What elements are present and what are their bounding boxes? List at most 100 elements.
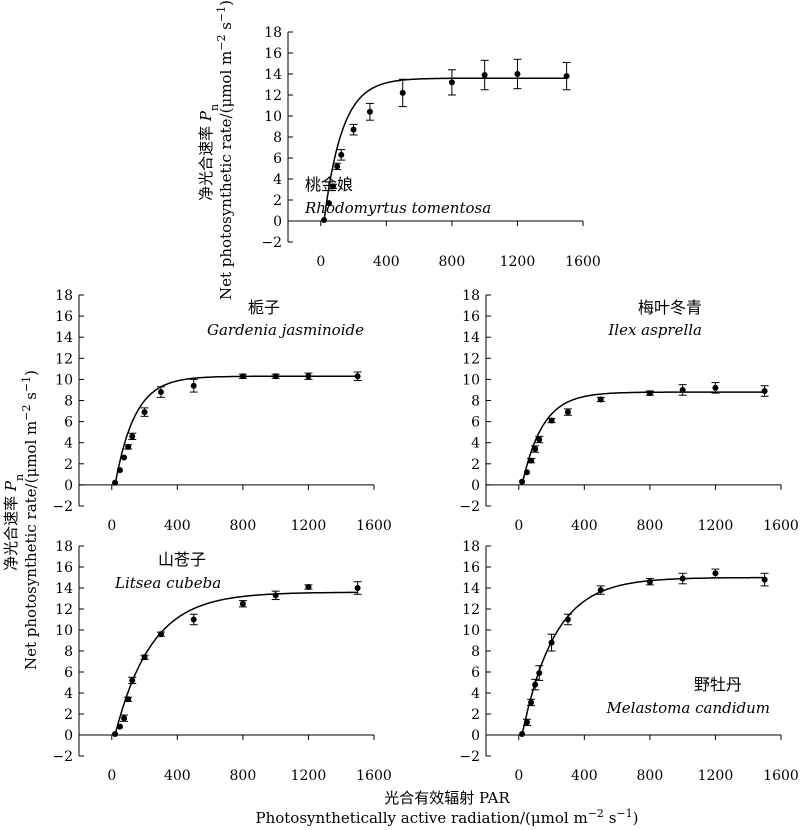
data-point: [272, 373, 279, 380]
y-tick-label: 0: [64, 728, 73, 744]
y-tick-label: 2: [64, 707, 73, 723]
data-point: [761, 388, 768, 395]
data-point: [532, 446, 539, 453]
y-tick-label: 16: [55, 560, 73, 576]
panel-5: −2 0 2 4 6 8 10 12 14 16 18 0 400 800 1200 1600 野牡丹 Melas…: [459, 539, 798, 784]
data-point: [190, 382, 197, 389]
data-point: [519, 478, 526, 485]
y-tick-label: 2: [64, 457, 73, 473]
data-point: [519, 730, 526, 737]
y-tick-label: 16: [462, 309, 480, 325]
y-tick-label: 0: [273, 214, 282, 230]
x-tick-label: 1600: [356, 518, 392, 534]
y-tick-label: 18: [462, 288, 480, 304]
species-name-cn: 山苍子: [158, 550, 206, 569]
species-name-latin: Litsea cubeba: [114, 574, 221, 592]
data-point: [190, 616, 197, 623]
y-tick-label: 12: [55, 351, 73, 367]
species-name-cn: 桃金娘: [305, 175, 353, 194]
y-tick-label: 18: [264, 25, 282, 41]
y-tick-label: 16: [55, 309, 73, 325]
x-tick-label: 1200: [291, 768, 327, 784]
y-tick-label: 14: [264, 67, 282, 83]
species-name-latin: Gardenia jasminoide: [207, 321, 364, 339]
y-tick-label: −2: [459, 499, 480, 515]
y-tick-label: 0: [471, 728, 480, 744]
species-name-cn: 栀子: [248, 298, 280, 317]
data-point: [239, 373, 246, 380]
data-point: [116, 723, 123, 730]
x-tick-label: 1200: [698, 518, 734, 534]
data-point: [354, 373, 361, 380]
x-tick-label: 0: [514, 518, 523, 534]
y-tick-label: 4: [64, 686, 73, 702]
data-point: [597, 396, 604, 403]
x-tick-label: 400: [373, 254, 400, 270]
y-tick-label: 6: [471, 665, 480, 681]
y-tick-label: 6: [64, 415, 73, 431]
y-tick-label: 6: [273, 151, 282, 167]
data-point: [528, 699, 535, 706]
x-tick-label: 1600: [763, 518, 799, 534]
data-point: [563, 73, 570, 80]
data-point: [597, 587, 604, 594]
data-point: [350, 126, 357, 133]
y-tick-label: 10: [264, 109, 282, 125]
data-point: [112, 730, 119, 737]
panel-1: −2 0 2 4 6 8 10 12 14 16 18 0 400 800 1200 1600 桃金娘 Rhodo…: [261, 25, 600, 270]
species-name-cn: 梅叶冬青: [638, 298, 702, 317]
species-name-latin: Melastoma candidum: [605, 699, 770, 717]
data-point: [239, 600, 246, 607]
x-tick-label: 1600: [356, 768, 392, 784]
y-tick-label: 12: [264, 88, 282, 104]
data-point: [157, 389, 164, 396]
ylabel-lower: 净光合速率 Pn Net photosynthetic rate/(μmol m…: [2, 370, 40, 670]
data-point: [321, 216, 328, 223]
data-point: [129, 677, 136, 684]
x-tick-label: 0: [316, 254, 325, 270]
x-tick-label: 800: [230, 518, 257, 534]
y-tick-label: −2: [52, 499, 73, 515]
fit-curve: [521, 576, 765, 736]
x-tick-label: 0: [107, 518, 116, 534]
data-point: [354, 585, 361, 591]
y-tick-label: 2: [471, 707, 480, 723]
data-point: [761, 576, 768, 583]
y-tick-label: 2: [273, 193, 282, 209]
species-name-latin: Ilex asprella: [607, 321, 702, 339]
x-tick-label: 400: [164, 518, 191, 534]
y-tick-label: 18: [462, 539, 480, 555]
y-tick-label: 12: [462, 602, 480, 618]
fit-curve: [521, 391, 765, 486]
y-tick-label: 0: [471, 478, 480, 494]
y-tick-label: 4: [64, 436, 73, 452]
y-tick-label: 16: [264, 46, 282, 62]
data-point: [528, 457, 535, 464]
data-point: [338, 151, 345, 158]
y-tick-label: 8: [471, 644, 480, 660]
species-name-latin: Rhodomyrtus tomentosa: [304, 199, 491, 217]
data-point: [141, 654, 148, 661]
y-tick-label: 0: [64, 478, 73, 494]
data-point: [112, 479, 119, 486]
data-point: [272, 592, 279, 599]
data-point: [481, 72, 488, 79]
data-point: [514, 71, 521, 77]
y-tick-label: −2: [459, 749, 480, 765]
y-tick-label: 18: [55, 539, 73, 555]
data-point: [399, 89, 406, 96]
y-tick-label: 4: [471, 436, 480, 452]
data-point: [536, 670, 543, 677]
data-point: [325, 200, 332, 207]
data-point: [532, 681, 539, 688]
data-point: [679, 386, 686, 393]
xlabel-en: Photosynthetically active radiation/(μmo…: [256, 807, 639, 828]
y-tick-label: 4: [471, 686, 480, 702]
x-tick-label: 800: [637, 768, 664, 784]
data-point: [330, 183, 337, 190]
y-tick-label: 8: [64, 394, 73, 410]
x-tick-label: 1600: [565, 254, 601, 270]
fit-curve: [323, 77, 567, 222]
